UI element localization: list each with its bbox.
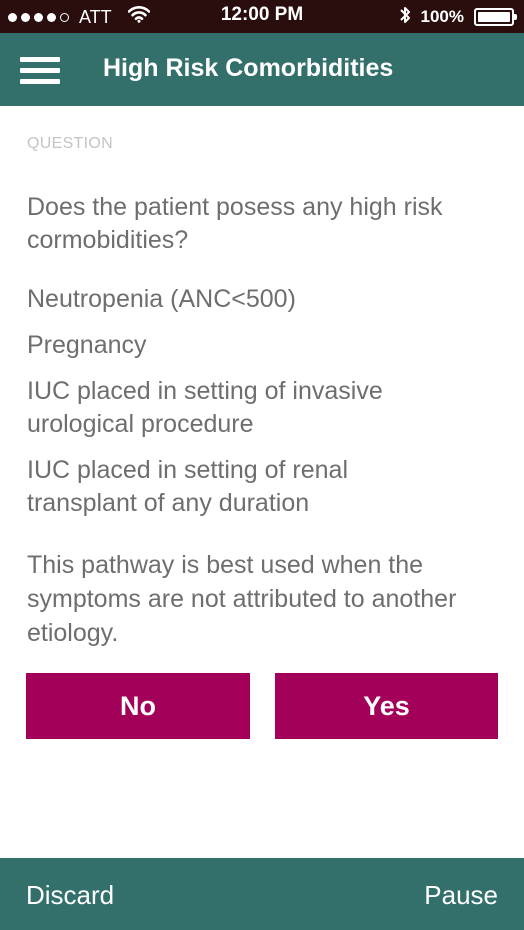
- status-time: 12:00 PM: [220, 4, 304, 25]
- menu-bar: [20, 68, 60, 73]
- signal-dot: [34, 12, 43, 22]
- section-label: QUESTION: [27, 135, 113, 152]
- discard-button[interactable]: Discard: [26, 880, 115, 910]
- status-right: 100%: [399, 5, 517, 30]
- battery-percent: 100%: [420, 7, 464, 26]
- bottom-bar: Discard Pause: [0, 858, 524, 930]
- comorbidity-item: Pregnancy: [27, 331, 147, 359]
- pathway-note: This pathway is best used when the sympt…: [27, 551, 457, 647]
- signal-dot: [8, 12, 17, 22]
- wifi-icon: [127, 6, 150, 28]
- hamburger-menu-icon[interactable]: [20, 54, 62, 86]
- status-bar: ATT 12:00 PM 100%: [0, 0, 524, 33]
- battery-icon: [474, 8, 517, 26]
- no-button[interactable]: No: [26, 673, 250, 739]
- app-header: High Risk Comorbidities: [0, 33, 524, 106]
- carrier-name: ATT: [79, 6, 112, 27]
- pause-button[interactable]: Pause: [424, 880, 498, 910]
- page-title: High Risk Comorbidities: [103, 54, 394, 82]
- bluetooth-icon: [399, 5, 411, 30]
- signal-dot-empty: [60, 12, 69, 22]
- comorbidity-item: Neutropenia (ANC<500): [27, 285, 296, 313]
- signal-dot: [21, 12, 30, 22]
- signal-dot: [47, 12, 56, 22]
- menu-bar: [20, 57, 60, 62]
- comorbidity-item: IUC placed in setting of invasive urolog…: [27, 377, 383, 438]
- comorbidity-item: IUC placed in setting of renal transplan…: [27, 456, 349, 517]
- question-text: Does the patient posess any high risk co…: [27, 193, 443, 254]
- battery-fill: [478, 12, 510, 22]
- menu-bar: [20, 79, 60, 84]
- yes-button[interactable]: Yes: [275, 673, 498, 739]
- status-left: ATT: [8, 6, 150, 28]
